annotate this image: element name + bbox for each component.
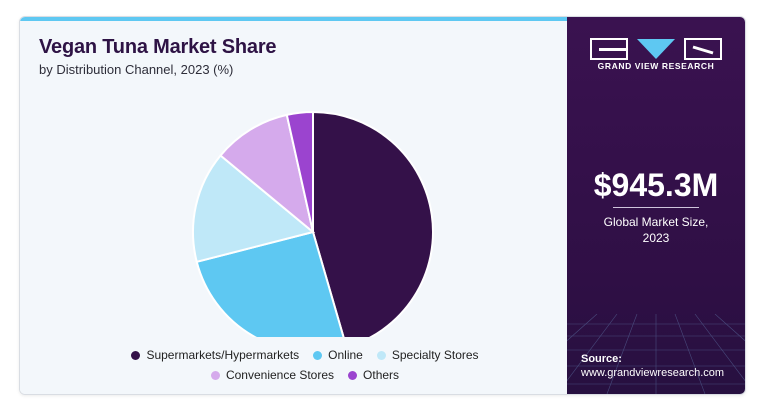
accent-bar [20, 17, 567, 21]
legend-label: Others [363, 368, 400, 382]
legend-label: Specialty Stores [391, 348, 479, 362]
market-size-label-line1: Global Market Size, [603, 215, 709, 229]
legend-swatch [210, 370, 220, 380]
legend-item: Others [348, 368, 399, 382]
pie-slice-specialty-stores [192, 154, 316, 264]
legend-row: Convenience Stores Others [80, 365, 530, 385]
legend-swatch [376, 350, 386, 360]
legend-row: Supermarkets/Hypermarkets Online Specialty… [80, 345, 530, 365]
chart-title: Vegan Tuna Market Share [39, 36, 277, 58]
pie-slice-supermarkets-hypermarkets [312, 110, 434, 337]
market-size-value: $945.3M [593, 167, 719, 203]
chart-legend: Supermarkets/Hypermarkets Online Specialty… [80, 345, 530, 385]
legend-label: Supermarkets/Hypermarkets [146, 348, 300, 362]
source-label: Source: [581, 353, 622, 365]
pie-slice-online [195, 230, 345, 337]
brand-name: GRAND VIEW RESEARCH [597, 61, 715, 71]
pie-slice-convenience-stores [219, 113, 315, 235]
grid-decoration [567, 314, 745, 394]
divider [613, 207, 699, 208]
legend-item: Supermarkets/Hypermarkets [131, 348, 299, 362]
legend-label: Convenience Stores [225, 368, 335, 382]
chart-subtitle: by Distribution Channel, 2023 (%) [39, 62, 234, 77]
legend-swatch [313, 350, 323, 360]
report-card: Vegan Tuna Market Share by Distribution … [19, 16, 746, 395]
legend-item: Specialty Stores [376, 348, 479, 362]
market-size-label: Global Market Size, 2023 [567, 214, 745, 246]
legend-item: Online [313, 348, 363, 362]
market-size-label-line2: 2023 [642, 231, 670, 245]
legend-label: Online [328, 348, 363, 362]
source-link[interactable]: www.grandviewresearch.com [581, 367, 725, 379]
legend-item: Convenience Stores [210, 368, 335, 382]
summary-panel: GRAND VIEW RESEARCH $945.3M Global Marke… [567, 17, 745, 394]
gvr-logo-icon [590, 38, 722, 60]
legend-swatch [131, 350, 141, 360]
pie-slice-others [285, 110, 314, 233]
pie-chart [192, 110, 434, 337]
chart-panel: Vegan Tuna Market Share by Distribution … [20, 17, 567, 394]
legend-swatch [348, 370, 358, 380]
